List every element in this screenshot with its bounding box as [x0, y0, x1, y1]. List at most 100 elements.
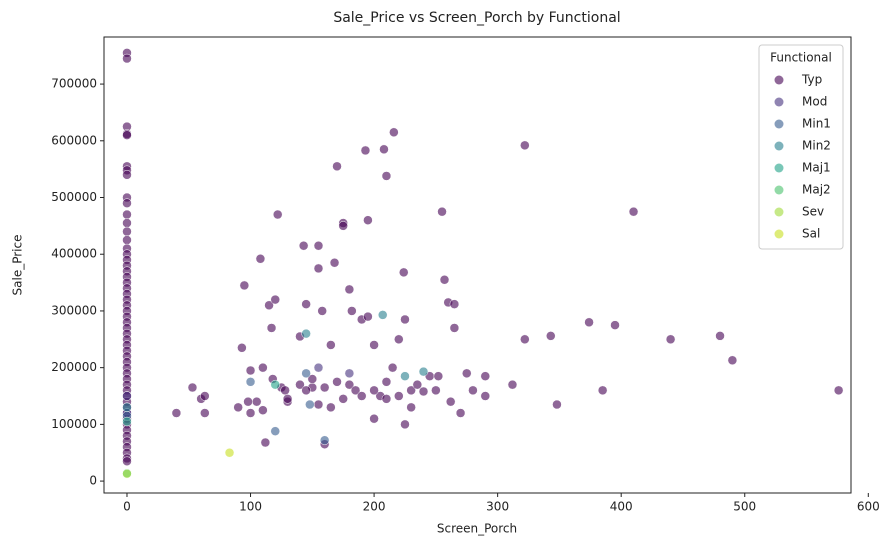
legend-marker	[774, 119, 784, 129]
x-tick-label: 600	[857, 500, 880, 514]
point	[715, 331, 725, 341]
point	[266, 323, 277, 333]
point	[507, 379, 518, 390]
point	[833, 385, 844, 396]
y-tick-label: 500000	[51, 190, 97, 204]
x-tick-label: 200	[363, 500, 386, 514]
point	[301, 385, 311, 396]
point	[584, 317, 594, 328]
point	[260, 437, 271, 448]
point	[122, 218, 132, 228]
legend-label: Mod	[802, 95, 827, 109]
point	[298, 240, 309, 251]
point	[437, 206, 447, 217]
point	[332, 377, 342, 387]
point	[455, 408, 466, 418]
point	[307, 374, 318, 384]
point	[480, 371, 491, 381]
point	[628, 206, 639, 217]
point	[270, 294, 280, 305]
point	[462, 368, 472, 379]
point	[433, 371, 444, 381]
point	[305, 399, 315, 410]
point	[389, 127, 399, 138]
point	[520, 334, 530, 345]
plot-frame	[103, 36, 852, 494]
point	[280, 385, 290, 396]
legend-label: Typ	[801, 73, 822, 87]
point	[439, 274, 450, 285]
point	[381, 171, 392, 181]
x-tick-label: 400	[610, 500, 633, 514]
point	[329, 257, 340, 268]
point	[480, 391, 491, 401]
point	[412, 379, 423, 390]
point	[356, 391, 367, 401]
point	[237, 343, 247, 353]
point	[369, 413, 379, 424]
x-axis-label: Screen_Porch	[437, 522, 517, 536]
point	[122, 53, 132, 64]
point	[431, 385, 441, 396]
point	[243, 396, 253, 407]
x-tick-label: 300	[486, 500, 509, 514]
point	[445, 396, 456, 407]
point	[255, 254, 266, 264]
legend-marker	[774, 229, 784, 239]
point	[122, 416, 132, 427]
point	[344, 284, 355, 295]
point	[326, 402, 336, 413]
legend-marker	[774, 141, 784, 151]
point	[122, 402, 132, 413]
point	[239, 280, 250, 291]
point	[270, 379, 280, 390]
point	[251, 396, 262, 407]
legend-marker	[774, 163, 784, 173]
legend-marker	[774, 75, 784, 85]
point	[546, 331, 556, 341]
point	[313, 399, 324, 410]
point	[449, 323, 460, 333]
point	[122, 170, 132, 180]
point	[122, 468, 132, 479]
point	[727, 355, 738, 366]
point	[319, 382, 330, 393]
point	[344, 379, 355, 390]
point	[326, 340, 336, 350]
legend-label: Sal	[802, 227, 820, 241]
point	[187, 382, 198, 393]
point	[301, 299, 311, 309]
point	[369, 340, 379, 350]
point	[597, 385, 608, 396]
point	[552, 399, 562, 410]
point	[295, 379, 305, 390]
point	[379, 144, 389, 155]
legend-title: Functional	[770, 51, 832, 65]
point	[387, 362, 398, 373]
point	[400, 371, 410, 381]
point	[400, 419, 410, 430]
y-tick-label: 0	[89, 474, 97, 488]
point	[200, 408, 210, 418]
legend-label: Maj1	[802, 161, 831, 175]
point	[418, 366, 429, 377]
point	[282, 394, 293, 404]
point	[350, 385, 361, 396]
point	[245, 408, 256, 418]
point	[245, 365, 256, 376]
point	[224, 447, 235, 458]
point	[319, 435, 330, 446]
point	[317, 306, 327, 316]
legend-label: Sev	[802, 205, 824, 219]
legend-marker	[774, 97, 784, 107]
point	[665, 334, 676, 345]
point	[347, 306, 357, 316]
point	[313, 240, 324, 251]
point	[200, 391, 210, 401]
point	[377, 310, 388, 320]
point	[122, 456, 132, 466]
point	[610, 320, 620, 330]
legend-label: Min1	[802, 117, 831, 131]
y-tick-label: 200000	[51, 360, 97, 374]
